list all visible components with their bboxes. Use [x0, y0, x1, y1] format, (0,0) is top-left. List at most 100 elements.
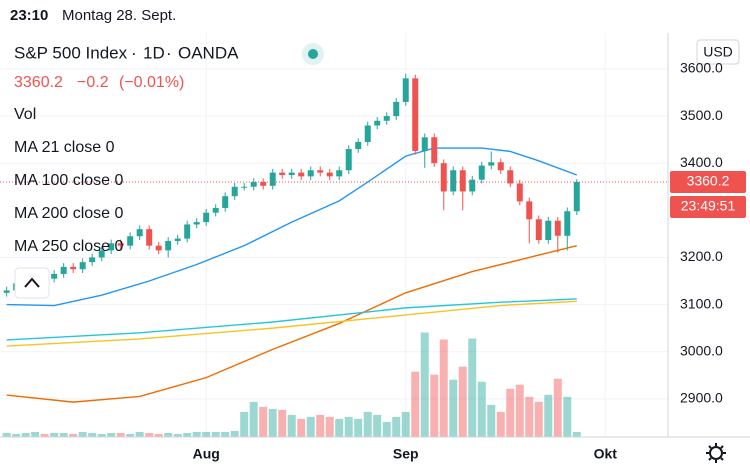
x-tick-label: Sep: [393, 446, 419, 462]
volume-bar: [363, 411, 372, 437]
candle-body: [51, 273, 58, 279]
candle-body: [336, 170, 343, 177]
separator: ·: [166, 43, 172, 62]
candle-body: [108, 243, 115, 251]
source: OANDA: [178, 43, 239, 62]
collapse-button-box[interactable]: [14, 267, 50, 299]
candle-body: [497, 162, 504, 171]
volume-bar: [116, 432, 125, 437]
candle-body: [298, 172, 305, 177]
volume-bar: [344, 416, 353, 437]
countdown-box: [670, 195, 746, 218]
y-tick-label: 3000.0: [680, 342, 723, 358]
volume-bar: [354, 418, 363, 437]
volume-bar: [496, 411, 505, 437]
candle-body: [564, 211, 571, 236]
candle-body: [241, 186, 248, 188]
last-price: 3360.2: [14, 74, 63, 91]
volume-bar: [31, 431, 40, 437]
last-price-box: [670, 170, 746, 193]
change: −0.2: [77, 74, 109, 91]
symbol-title: S&P 500 Index: [14, 43, 128, 62]
candle-body: [554, 220, 561, 236]
volume-bar: [544, 394, 553, 437]
candle-body: [317, 170, 324, 173]
volume-bar: [506, 388, 515, 437]
candle-body: [440, 163, 447, 192]
volume-bar: [411, 371, 420, 437]
ma-label: MA 200 close 0: [14, 205, 124, 222]
candle-body: [412, 78, 419, 151]
volume-bar: [572, 431, 581, 437]
candle-body: [279, 172, 286, 175]
x-tick-label: Aug: [193, 446, 220, 462]
volume-bar: [192, 431, 201, 437]
ma-label: MA 250 close 0: [14, 238, 124, 255]
y-tick-label: 3500.0: [680, 107, 723, 123]
change-percent: (−0.01%): [119, 74, 184, 91]
y-tick-label: 2900.0: [680, 390, 723, 406]
candle-body: [526, 201, 533, 220]
candle-body: [184, 224, 191, 239]
settings-button[interactable]: [706, 443, 726, 463]
volume-bar: [449, 379, 458, 437]
candle-body: [364, 125, 371, 142]
x-tick-label: Okt: [594, 446, 618, 462]
candle-body: [146, 229, 153, 246]
volume-bar: [164, 432, 173, 437]
volume-bar: [468, 338, 477, 437]
candle-body: [469, 179, 476, 192]
candle-body: [212, 207, 219, 213]
candle-body: [98, 250, 105, 258]
candle-body: [3, 290, 10, 293]
volume-bar: [221, 431, 230, 437]
candle-body: [374, 120, 381, 126]
currency: USD: [703, 44, 733, 60]
candle-body: [573, 181, 580, 212]
collapse-button[interactable]: [14, 267, 50, 299]
volume-bar: [430, 374, 439, 437]
currency-box[interactable]: [696, 39, 740, 65]
candle-body: [516, 183, 523, 202]
y-tick-label: 3600.0: [680, 60, 723, 76]
candle-body: [203, 212, 210, 223]
candle-body: [193, 222, 200, 225]
volume-bar: [392, 416, 401, 437]
moving-average-line: [6, 244, 577, 403]
y-tick-label: 3200.0: [680, 248, 723, 264]
volume-bar: [183, 432, 192, 437]
moving-average-line: [6, 147, 578, 307]
volume-bar: [439, 339, 448, 437]
legend: S&P 500 Index · 1D · OANDA 3360.2 −0.2 (…: [14, 43, 324, 299]
candle-body: [250, 182, 257, 187]
candle-body: [345, 149, 352, 171]
volume-bar: [373, 414, 382, 437]
volume-bar: [534, 401, 543, 437]
volume-bar: [458, 366, 467, 437]
gear-ring[interactable]: [709, 446, 723, 460]
volume-bar: [97, 433, 106, 437]
volume-bar: [202, 431, 211, 437]
volume-bar: [50, 432, 59, 437]
volume-bar: [59, 432, 68, 437]
candle-body: [222, 196, 229, 208]
status-time: 23:10: [10, 7, 48, 24]
volume-bar: [107, 432, 116, 437]
candle-body: [127, 236, 134, 246]
candle-body: [269, 172, 276, 186]
volume-bar: [401, 411, 410, 437]
ma-label: MA 100 close 0: [14, 172, 124, 189]
y-tick-label: 3100.0: [680, 295, 723, 311]
candle-body: [79, 262, 86, 270]
volume-bar: [325, 416, 334, 437]
plot-area: [0, 33, 668, 437]
volume-bar: [78, 431, 87, 437]
currency-button[interactable]: USD: [696, 39, 740, 65]
candle-body: [488, 162, 495, 166]
volume-bar: [420, 332, 429, 437]
candle-body: [117, 243, 124, 246]
candle-body: [402, 78, 409, 102]
volume-bar: [382, 421, 391, 437]
